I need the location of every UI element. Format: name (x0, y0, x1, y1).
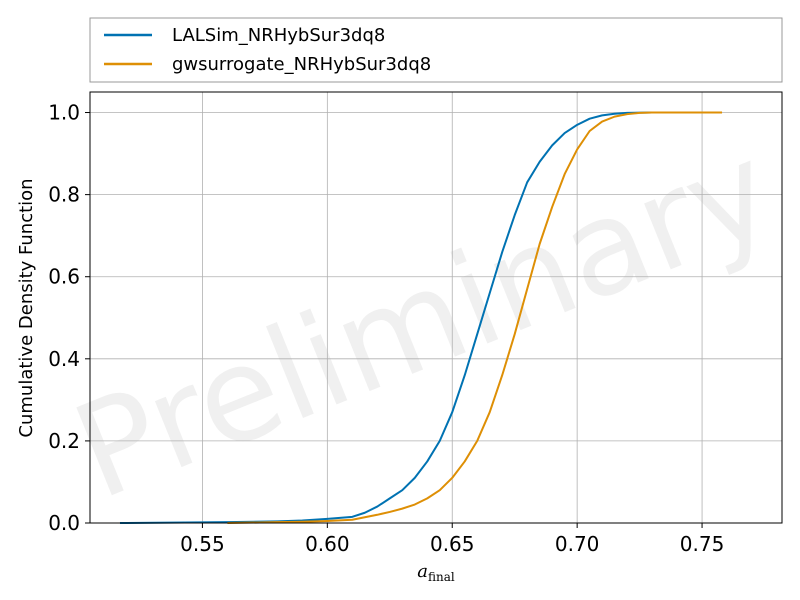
y-tick-label: 0.4 (48, 347, 80, 371)
legend-label-gwsurrogate: gwsurrogate_NRHybSur3dq8 (172, 54, 431, 75)
x-tick-label: 0.70 (555, 532, 600, 556)
y-axis: 0.0 0.2 0.4 0.6 0.8 1.0 (48, 101, 90, 535)
y-tick-label: 0.8 (48, 183, 80, 207)
series-line-gwsurrogate (227, 111, 723, 524)
x-axis: 0.55 0.60 0.65 0.70 0.75 (180, 523, 724, 556)
series-lines (119, 111, 723, 524)
x-axis-label: afinal (417, 561, 455, 584)
y-tick-label: 0.0 (48, 511, 80, 535)
plot-frame (89, 91, 783, 524)
x-axis-label-subscript: final (428, 570, 455, 584)
y-axis-label: Cumulative Density Function (16, 178, 37, 437)
x-tick-label: 0.55 (180, 532, 225, 556)
x-axis-label-main: a (417, 561, 428, 582)
y-tick-label: 0.2 (48, 429, 80, 453)
series-line-lalsim (119, 111, 680, 524)
y-tick-label: 0.6 (48, 265, 80, 289)
x-tick-label: 0.60 (305, 532, 350, 556)
legend: LALSim_NRHybSur3dq8 gwsurrogate_NRHybSur… (89, 17, 783, 83)
x-tick-label: 0.65 (430, 532, 475, 556)
legend-frame (89, 17, 783, 83)
y-tick-label: 1.0 (48, 101, 80, 125)
legend-label-lalsim: LALSim_NRHybSur3dq8 (172, 25, 385, 46)
x-tick-label: 0.75 (680, 532, 725, 556)
